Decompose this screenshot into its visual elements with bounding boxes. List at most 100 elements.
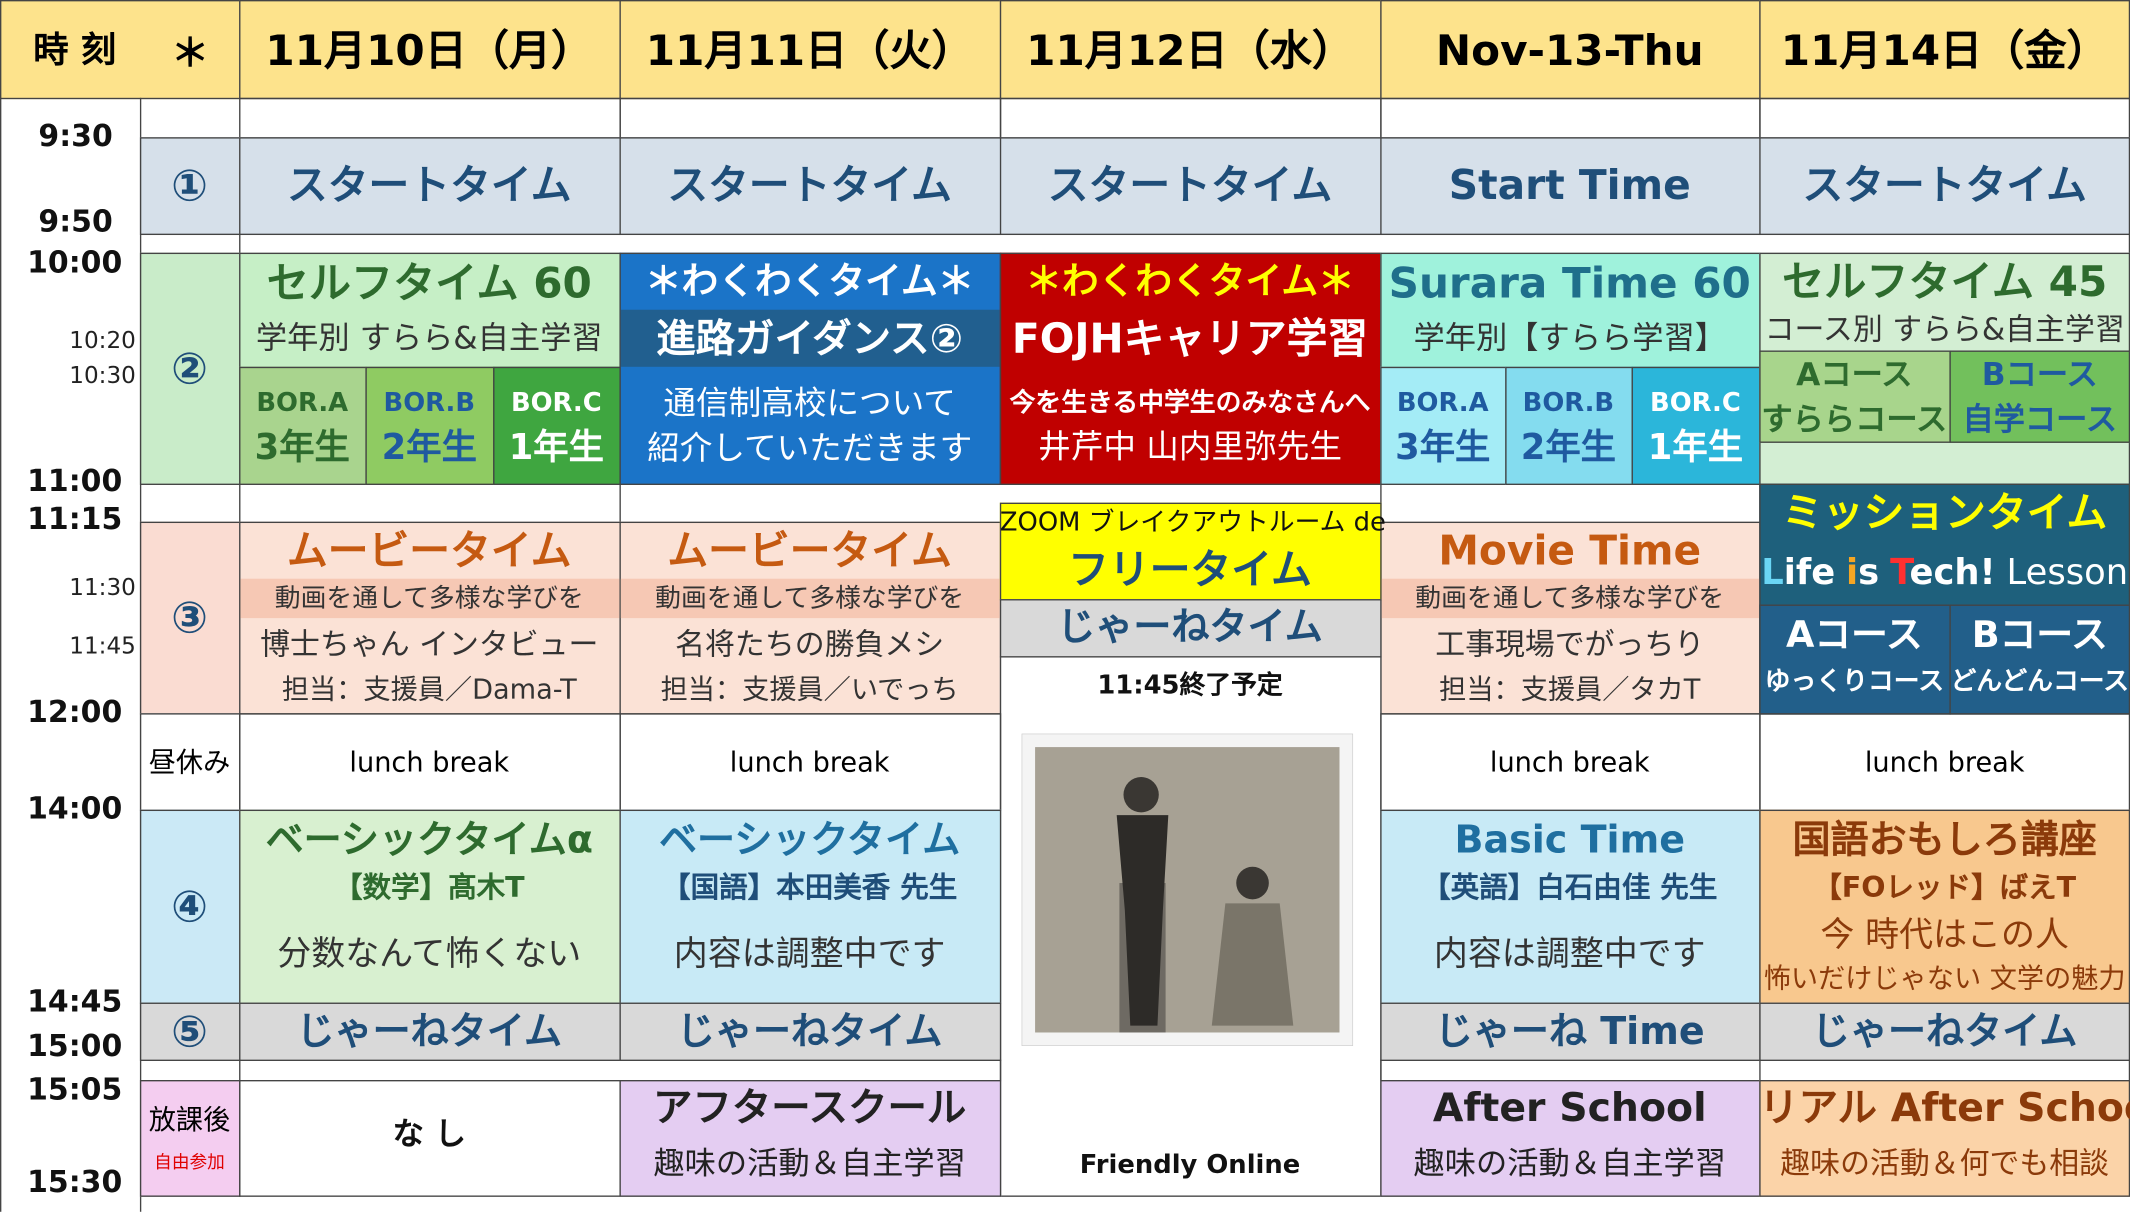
time: 14:00 bbox=[27, 792, 123, 827]
time: 9:30 bbox=[38, 120, 113, 155]
cell bbox=[1380, 809, 1761, 1004]
group bbox=[1759, 604, 1951, 715]
cell-title: リアル After School bbox=[1759, 1084, 2130, 1131]
cell-note: 11:45終了予定 bbox=[1097, 670, 1283, 701]
blank-cell bbox=[239, 97, 621, 139]
cell bbox=[619, 1080, 1002, 1197]
group bbox=[1949, 350, 2130, 443]
blank-cell bbox=[1759, 97, 2130, 139]
cell-title: じゃーねタイム bbox=[676, 1008, 943, 1054]
cell-title: セルフタイム 60 bbox=[266, 259, 592, 309]
cell-title: セルフタイム 45 bbox=[1782, 258, 2108, 307]
cell-line: 分数なんて怖くない bbox=[277, 933, 582, 974]
cell-line: 博士ちゃん インタビュー bbox=[260, 628, 599, 663]
group-grade: ゆっくりコース bbox=[1764, 666, 1945, 697]
cell-sub: 動画を通して多様な学びを bbox=[274, 583, 584, 614]
time: 11:30 bbox=[69, 574, 136, 602]
cell-title: ミッションタイム bbox=[1782, 489, 2108, 538]
photo bbox=[1021, 733, 1354, 1047]
blank-cell bbox=[619, 97, 1002, 139]
cell bbox=[1759, 1080, 2130, 1197]
cell-line: 今 時代はこの人 bbox=[1820, 914, 2069, 955]
time: 15:30 bbox=[27, 1166, 123, 1201]
cell-line: 工事現場でがっちり bbox=[1435, 628, 1705, 663]
group-room: BOR.B bbox=[1522, 387, 1615, 418]
group-room: BOR.C bbox=[510, 387, 602, 418]
period-label: ④ bbox=[171, 880, 208, 933]
gap bbox=[239, 1059, 1002, 1082]
header-cell bbox=[1380, 0, 1761, 100]
lesson-line: Life is Tech! Lesson bbox=[1759, 553, 2130, 593]
group-grade: 2年生 bbox=[381, 427, 477, 469]
group-grade: 自学コース bbox=[1962, 402, 2118, 438]
cell-line: 名将たちの勝負メシ bbox=[675, 628, 945, 663]
cell-sub: 【数学】髙木T bbox=[333, 871, 525, 905]
period-cell bbox=[139, 713, 241, 812]
group bbox=[1380, 366, 1507, 485]
time: 9:50 bbox=[38, 205, 113, 240]
lunch: lunch break bbox=[349, 745, 510, 779]
group bbox=[1631, 366, 1761, 485]
lunch: lunch break bbox=[1489, 745, 1650, 779]
lunch: lunch break bbox=[1864, 745, 2025, 779]
cell-top: ZOOM ブレイクアウトルーム de bbox=[999, 507, 1386, 538]
cell-title: 国語おもしろ講座 bbox=[1792, 817, 2097, 863]
group-grade: 3年生 bbox=[1395, 427, 1491, 469]
cell-line: 担当：支援員／Dama-T bbox=[281, 672, 577, 706]
cell-title: ベーシックタイム bbox=[659, 817, 961, 863]
divider bbox=[619, 137, 1002, 236]
header-cell bbox=[0, 0, 241, 100]
cell bbox=[1380, 1002, 1761, 1061]
cell-line: 担当：支援員／いでっち bbox=[660, 672, 959, 706]
cell-band bbox=[620, 578, 1000, 619]
time: 14:45 bbox=[27, 985, 123, 1020]
time: 12:00 bbox=[27, 696, 123, 731]
group-grade: 2年生 bbox=[1520, 427, 1616, 469]
cell-title: ムービータイム bbox=[667, 527, 952, 576]
time: 11:45 bbox=[69, 633, 136, 661]
cell bbox=[1759, 1002, 2130, 1061]
time: 15:05 bbox=[27, 1073, 123, 1108]
cell-title: な し bbox=[392, 1117, 466, 1153]
day-header: 11月11日（火） bbox=[645, 27, 974, 77]
time: 15:00 bbox=[27, 1030, 123, 1065]
cell-line: 今を生きる中学生のみなさんへ bbox=[1009, 387, 1371, 418]
cell-line: 趣味の活動＆何でも相談 bbox=[1780, 1147, 2110, 1182]
period-label: ⑤ bbox=[171, 1005, 208, 1058]
header-cell bbox=[239, 0, 621, 100]
cell bbox=[999, 502, 1382, 601]
day-header: Nov-13-Thu bbox=[1435, 27, 1704, 77]
group bbox=[1759, 350, 1951, 443]
group-grade: 1年生 bbox=[508, 427, 604, 469]
cell-sub: じゃーねタイム bbox=[1057, 603, 1323, 649]
start-row bbox=[239, 137, 2130, 236]
period-label: 昼休み bbox=[148, 745, 231, 779]
cell-sub: 学年別【すらら学習】 bbox=[1413, 321, 1726, 357]
blank-cell bbox=[999, 97, 1382, 139]
header-time: 時 刻 bbox=[33, 30, 117, 72]
cell bbox=[1380, 1080, 1761, 1197]
cell-sub: 【国語】本田美香 先生 bbox=[662, 871, 958, 905]
cell-title: After School bbox=[1432, 1084, 1707, 1131]
period-label: ① bbox=[171, 159, 208, 212]
divider bbox=[1380, 137, 1761, 236]
group-room: BOR.C bbox=[1650, 387, 1741, 418]
cell-title: ＊わくわくタイム＊ bbox=[1025, 261, 1355, 304]
cell bbox=[1380, 252, 1761, 369]
cell bbox=[239, 252, 621, 369]
cell-line: 担当：支援員／タカT bbox=[1439, 672, 1701, 706]
period-cell bbox=[139, 1002, 241, 1061]
cell-title: Basic Time bbox=[1454, 817, 1686, 863]
start-time: Start Time bbox=[1448, 162, 1691, 210]
period-label: ② bbox=[171, 342, 208, 395]
cell-title: ベーシックタイムα bbox=[265, 817, 593, 863]
group-room: BOR.B bbox=[383, 387, 476, 418]
period-cell bbox=[139, 1080, 241, 1197]
gap bbox=[1380, 1059, 2130, 1082]
cell-sub: 【英語】白石由佳 先生 bbox=[1422, 871, 1718, 905]
group-room: BOR.A bbox=[1396, 387, 1489, 418]
cell-title: じゃーね Time bbox=[1434, 1008, 1705, 1054]
blank-cell bbox=[1380, 97, 1761, 139]
cell bbox=[999, 252, 1382, 485]
